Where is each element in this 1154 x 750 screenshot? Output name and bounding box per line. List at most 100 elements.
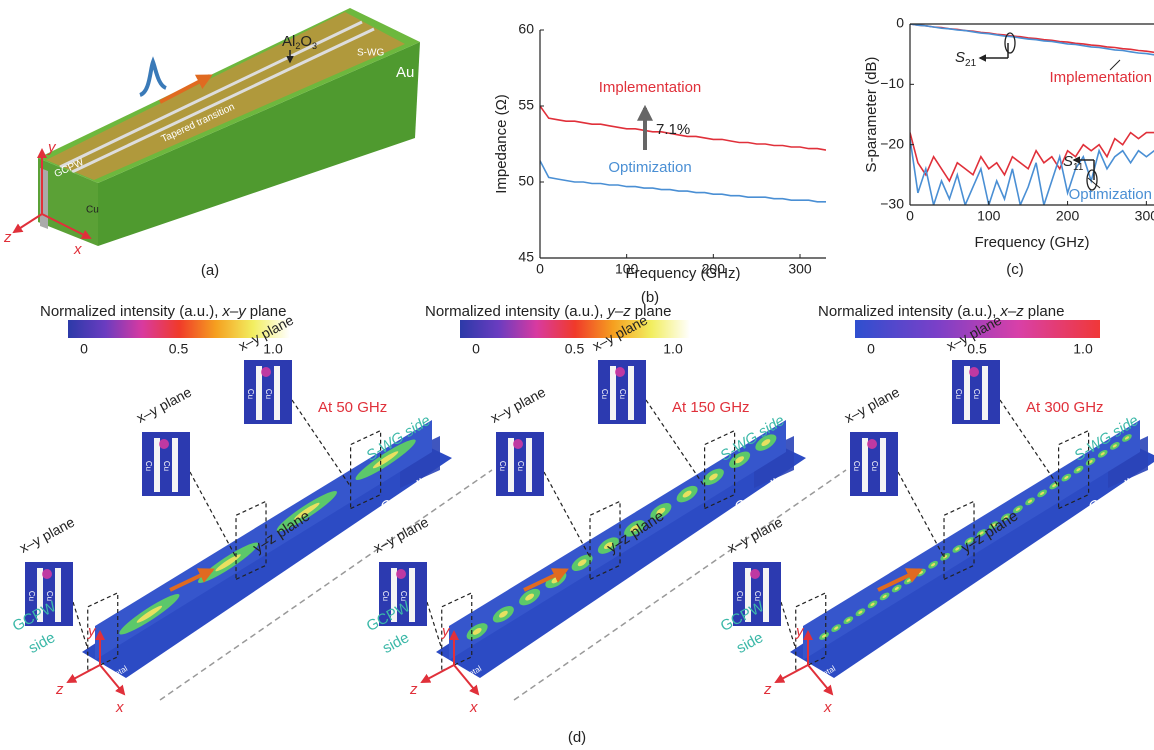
label: x–y plane [842, 384, 903, 426]
y-tick-label: −30 [880, 196, 904, 212]
label: x [469, 699, 478, 716]
label: x [115, 699, 124, 716]
series-label: Optimization [608, 159, 691, 176]
inset-wall [610, 366, 616, 420]
label: Cu [972, 389, 981, 399]
caption: (d) [568, 729, 586, 746]
colorbar-tick-label: 0.5 [565, 341, 585, 357]
field-view: CuCux–y planeCuCux–y planeCuCux–y planeA… [364, 312, 846, 716]
y-axis-title: Impedance (Ω) [493, 94, 510, 194]
colorbar-tick-label: 0 [80, 341, 88, 357]
colorbar-tick-label: 1.0 [263, 341, 283, 357]
label: Cu [264, 389, 273, 399]
text: y–z [606, 303, 631, 320]
panel-a: Al2O3 S-WG Au Tapered transition GCPW Cu… [3, 8, 420, 279]
text: O [300, 33, 312, 50]
inset-wall [862, 438, 868, 492]
axis-z [776, 665, 808, 682]
inset-wall [274, 366, 280, 420]
y-tick-label: 0 [896, 15, 904, 31]
text: plane [1028, 303, 1065, 320]
inset-wall [172, 438, 178, 492]
inset-wall [508, 438, 514, 492]
text: x–y [221, 303, 247, 320]
series-line [910, 24, 1154, 57]
label: x–y plane [371, 514, 432, 556]
x-tick-label: 100 [977, 208, 1001, 224]
inset-wall [628, 366, 634, 420]
label: Cu [954, 389, 963, 399]
inset-wall [256, 366, 262, 420]
metal-label: Au [396, 64, 414, 81]
label: Cu [246, 389, 255, 399]
label: side [734, 629, 766, 657]
connector [781, 602, 796, 649]
label: x [823, 699, 832, 716]
colorbar-tick-label: 0 [867, 341, 875, 357]
x-tick-label: 200 [1056, 208, 1080, 224]
label: side [26, 629, 58, 657]
text: S [955, 49, 965, 66]
axis-z [422, 665, 454, 682]
y-tick-label: 55 [518, 97, 534, 113]
label: Cu [27, 591, 36, 601]
label: x–y plane [725, 514, 786, 556]
inset-hotspot [396, 569, 406, 579]
text: 3 [312, 41, 317, 51]
label: Cu [735, 591, 744, 601]
label: Cu [144, 461, 153, 471]
axis-z [68, 665, 100, 682]
substrate-label: Cu [86, 205, 99, 216]
inset-hotspot [969, 367, 979, 377]
pulse-icon [140, 62, 166, 95]
axis-z [14, 214, 42, 232]
oxide-label: Al2O3 [282, 33, 317, 51]
inset-hotspot [159, 439, 169, 449]
series-label: Implementation [599, 79, 702, 96]
inset-wall [526, 438, 532, 492]
chart: 0100200300−30−20−100Frequency (GHz)S-par… [863, 15, 1154, 278]
field-view: CuCux–y planeCuCux–y planeCuCux–y planeA… [10, 312, 492, 716]
annotation: 7.1% [656, 121, 690, 138]
x-tick-label: 300 [788, 261, 812, 277]
caption: (a) [201, 262, 219, 279]
inset-hotspot [750, 569, 760, 579]
axis-label: x [73, 241, 82, 258]
y-tick-label: 50 [518, 173, 534, 189]
label: x–y plane [17, 514, 78, 556]
colorbar-bar [460, 320, 690, 338]
label: x–y plane [134, 384, 195, 426]
label: Cu [618, 389, 627, 399]
text: Normalized intensity (a.u.), [818, 303, 996, 320]
swg-label: S-WG [357, 48, 384, 59]
figure: Al2O3 S-WG Au Tapered transition GCPW Cu… [0, 0, 1154, 750]
y-tick-label: 60 [518, 21, 534, 37]
inset-hotspot [615, 367, 625, 377]
text: S [1063, 153, 1073, 170]
text: Normalized intensity (a.u.), [40, 303, 218, 320]
y-tick-label: −20 [880, 135, 904, 151]
y-axis-title: S-parameter (dB) [863, 57, 880, 173]
annotation: S21 [955, 49, 977, 69]
inset-hotspot [42, 569, 52, 579]
inset-hotspot [513, 439, 523, 449]
label: z [55, 681, 64, 698]
axis-label: z [3, 229, 12, 246]
label: Cu [600, 389, 609, 399]
series-label: Optimization [1069, 186, 1152, 203]
text: x–z [999, 303, 1024, 320]
connector [427, 602, 442, 649]
inset-hotspot [867, 439, 877, 449]
label: At 300 GHz [1026, 399, 1104, 416]
x-axis-title: Frequency (GHz) [974, 234, 1089, 251]
label: z [763, 681, 772, 698]
x-tick-label: 0 [536, 261, 544, 277]
series-label: Implementation [1049, 69, 1152, 86]
colorbar-tick-label: 1.0 [1073, 341, 1093, 357]
inset-wall [964, 366, 970, 420]
label: side [380, 629, 412, 657]
